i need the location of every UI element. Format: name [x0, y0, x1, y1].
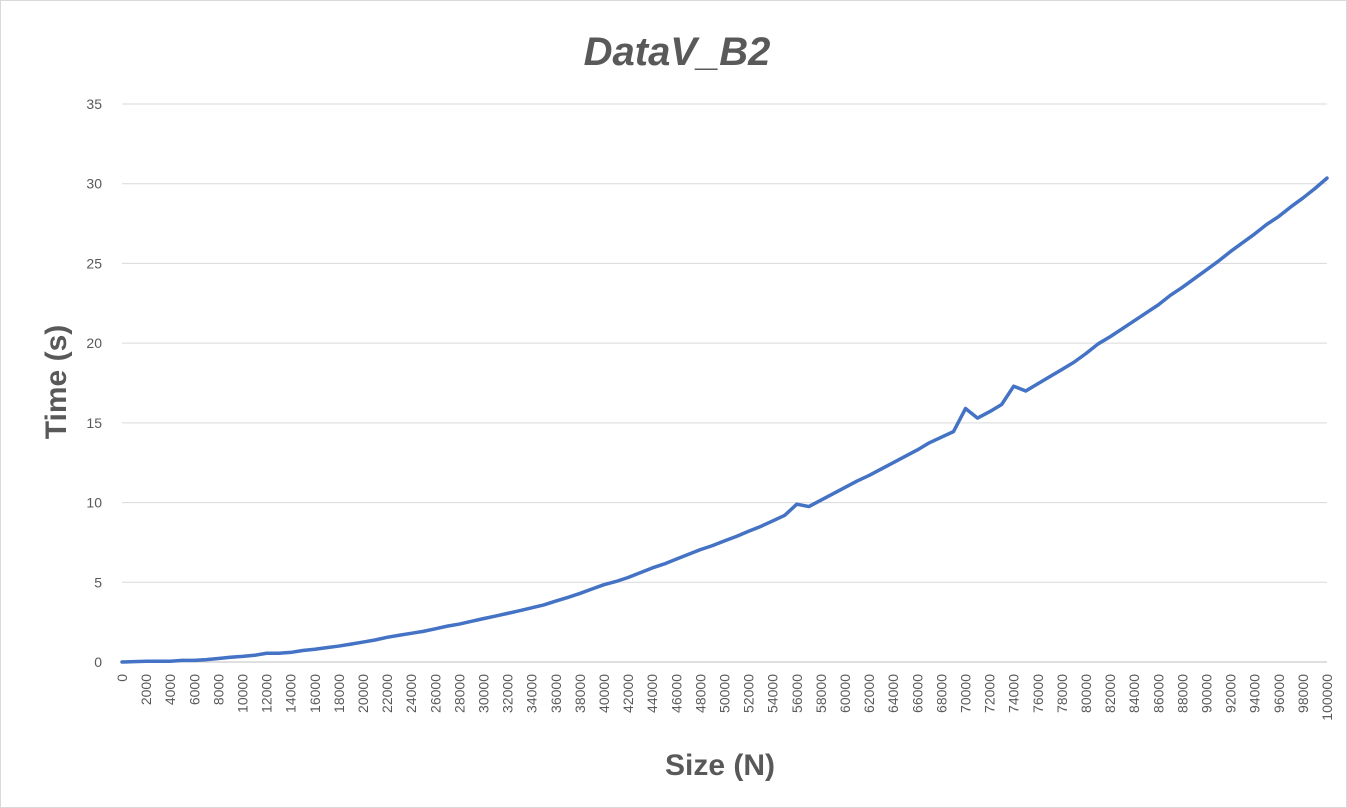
x-tick-label: 50000 [717, 674, 733, 713]
x-tick-label: 12000 [259, 674, 275, 713]
x-tick-label: 2000 [138, 674, 154, 705]
y-tick-label: 5 [94, 574, 102, 590]
x-tick-label: 58000 [813, 674, 829, 713]
x-tick-label: 90000 [1199, 674, 1215, 713]
x-tick-label: 28000 [451, 674, 467, 713]
x-tick-label: 22000 [379, 674, 395, 713]
x-tick-label: 68000 [933, 674, 949, 713]
x-tick-label: 8000 [210, 674, 226, 705]
x-tick-label: 62000 [861, 674, 877, 713]
x-tick-label: 40000 [596, 674, 612, 713]
x-tick-label: 16000 [307, 674, 323, 713]
x-tick-label: 92000 [1223, 674, 1239, 713]
x-tick-label: 100000 [1319, 674, 1335, 721]
x-tick-label: 18000 [331, 674, 347, 713]
x-tick-label: 48000 [692, 674, 708, 713]
x-tick-label: 80000 [1078, 674, 1094, 713]
x-tick-label: 32000 [500, 674, 516, 713]
x-axis-ticks: 0 2000 4000 6000 8000 10000 12000 14000 16000 180… [114, 674, 1335, 721]
x-tick-label: 66000 [909, 674, 925, 713]
y-tick-label: 20 [86, 335, 102, 351]
y-tick-label: 30 [86, 176, 102, 192]
x-axis-title: Size (N) [665, 749, 775, 782]
x-tick-label: 42000 [620, 674, 636, 713]
x-tick-label: 64000 [885, 674, 901, 713]
x-tick-label: 20000 [355, 674, 371, 713]
x-tick-label: 86000 [1150, 674, 1166, 713]
y-tick-label: 25 [86, 255, 102, 271]
x-tick-label: 76000 [1030, 674, 1046, 713]
x-tick-label: 38000 [572, 674, 588, 713]
x-tick-label: 0 [114, 674, 130, 682]
x-tick-label: 10000 [235, 674, 251, 713]
y-tick-label: 0 [94, 654, 102, 670]
chart-title: DataV_B2 [584, 30, 771, 74]
x-tick-label: 72000 [982, 674, 998, 713]
x-tick-label: 98000 [1295, 674, 1311, 713]
y-tick-label: 35 [86, 96, 102, 112]
x-tick-label: 82000 [1102, 674, 1118, 713]
y-axis-ticks: 0 5 10 15 20 25 30 35 [86, 96, 102, 670]
x-tick-label: 26000 [427, 674, 443, 713]
x-tick-label: 94000 [1247, 674, 1263, 713]
x-tick-label: 96000 [1271, 674, 1287, 713]
x-tick-label: 46000 [668, 674, 684, 713]
x-tick-label: 14000 [283, 674, 299, 713]
x-tick-label: 60000 [837, 674, 853, 713]
x-tick-label: 70000 [958, 674, 974, 713]
y-axis-title: Time (s) [40, 325, 73, 439]
y-tick-label: 10 [86, 495, 102, 511]
x-tick-label: 24000 [403, 674, 419, 713]
x-tick-label: 34000 [524, 674, 540, 713]
x-tick-label: 52000 [741, 674, 757, 713]
y-tick-label: 15 [86, 415, 102, 431]
x-tick-label: 54000 [765, 674, 781, 713]
series-layer [120, 176, 1329, 664]
gridlines [122, 103, 1327, 663]
x-tick-label: 6000 [186, 674, 202, 705]
x-tick-label: 30000 [476, 674, 492, 713]
x-tick-label: 4000 [162, 674, 178, 705]
x-tick-label: 84000 [1126, 674, 1142, 713]
x-tick-label: 44000 [644, 674, 660, 713]
series-line-0 [120, 176, 1329, 664]
x-tick-label: 74000 [1006, 674, 1022, 713]
x-tick-label: 36000 [548, 674, 564, 713]
x-tick-label: 88000 [1174, 674, 1190, 713]
x-tick-label: 56000 [789, 674, 805, 713]
x-tick-label: 78000 [1054, 674, 1070, 713]
